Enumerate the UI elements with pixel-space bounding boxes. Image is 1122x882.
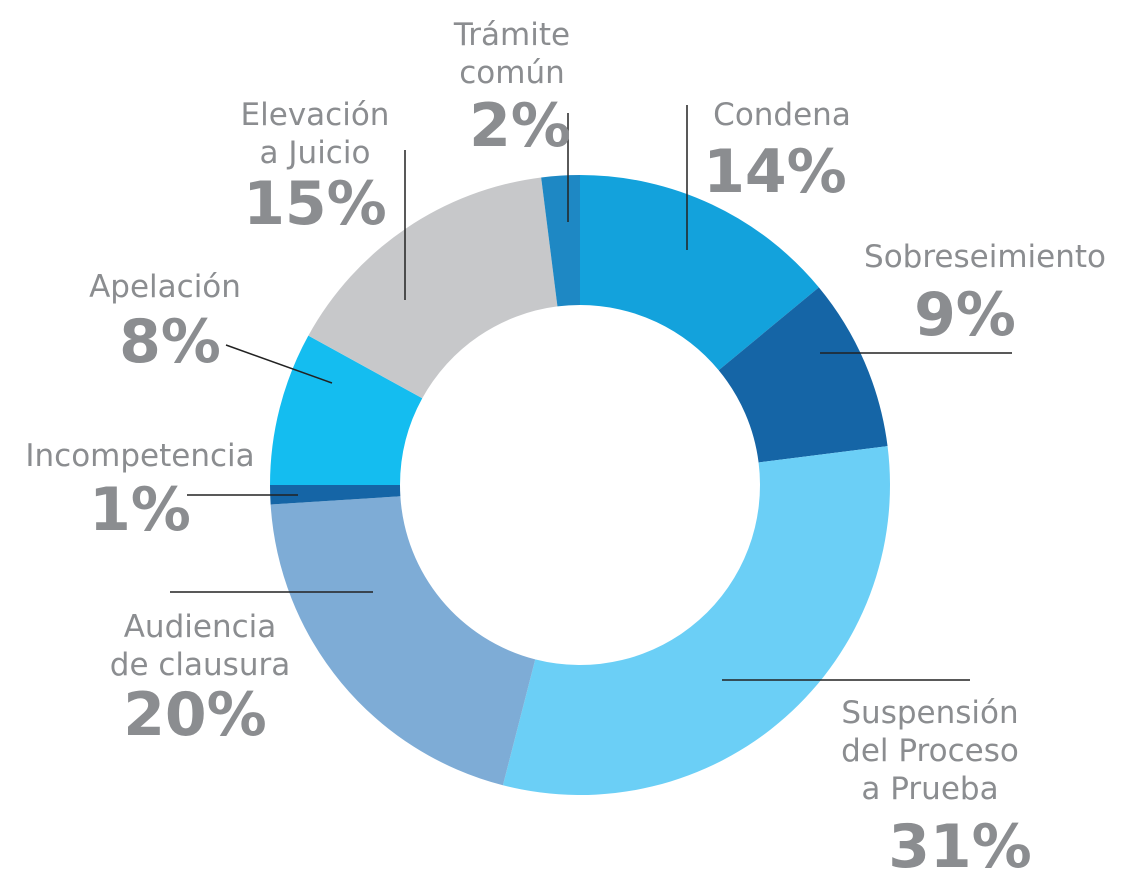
value-label: 9% [914, 280, 1016, 350]
value-label: 14% [703, 137, 847, 207]
donut-slice [270, 335, 423, 485]
donut-slice [502, 446, 890, 796]
slice-label: Elevación a Juicio [240, 97, 390, 171]
value-label: 20% [123, 680, 267, 750]
donut-slice [270, 485, 401, 505]
donut-slice [270, 496, 536, 786]
donut-slice [718, 287, 888, 463]
value-label: 1% [89, 475, 191, 545]
leader-line [225, 344, 333, 384]
donut-slice [308, 177, 558, 399]
donut-slice [541, 175, 580, 307]
value-label: 15% [243, 169, 387, 239]
value-label: 31% [888, 812, 1032, 882]
slice-label: Suspensión del Proceso a Prueba [841, 695, 1019, 807]
slice-label: Sobreseimiento [864, 239, 1106, 275]
slice-label: Apelación [89, 269, 241, 305]
value-label: 8% [119, 307, 221, 377]
slice-label: Audiencia de clausura [109, 609, 291, 683]
slice-label: Condena [713, 97, 851, 133]
donut-slice [580, 175, 819, 371]
slice-label: Trámite común [453, 17, 571, 91]
slice-label: Incompetencia [25, 438, 255, 474]
value-label: 2% [469, 91, 571, 161]
